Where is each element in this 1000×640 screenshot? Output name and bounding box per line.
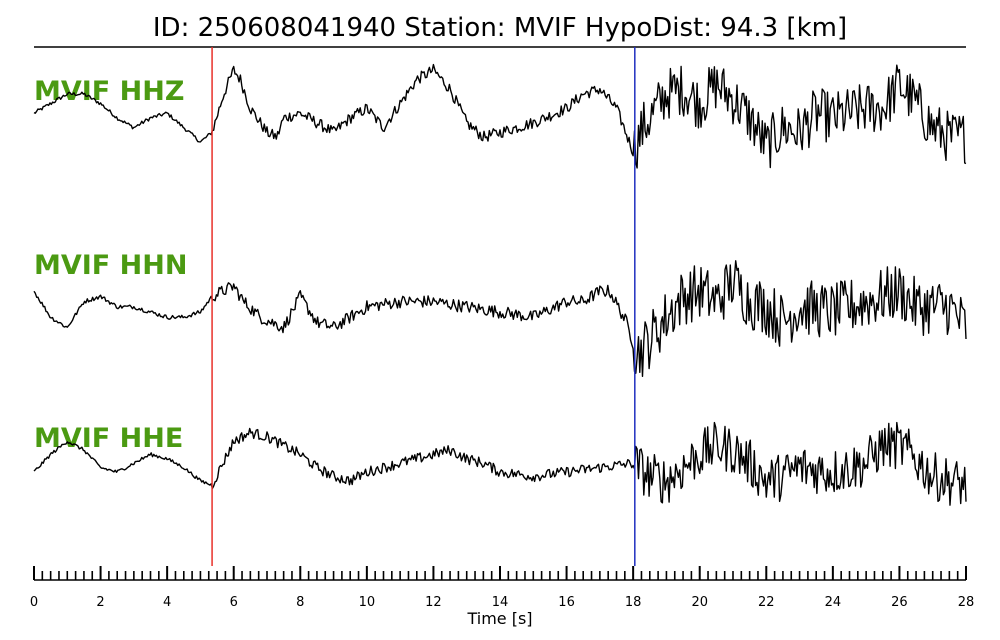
x-tick-label: 12 — [425, 595, 442, 610]
x-tick-label: 8 — [296, 595, 304, 610]
channel-label-hhe: MVIF HHE — [34, 423, 183, 454]
x-tick-label: 10 — [359, 595, 376, 610]
waveform-mvif-hhz — [33, 63, 967, 169]
x-tick-label: 24 — [825, 595, 842, 610]
waveform-mvif-hhe — [33, 421, 967, 506]
phase-markers — [211, 47, 636, 566]
waveform-traces — [33, 63, 967, 506]
channel-labels: MVIF HHZ MVIF HHN MVIF HHE — [34, 76, 187, 454]
x-tick-label: 28 — [958, 595, 975, 610]
x-tick-label: 18 — [625, 595, 642, 610]
x-tick-label: 22 — [758, 595, 775, 610]
channel-label-hhz: MVIF HHZ — [34, 76, 184, 107]
x-tick-label: 0 — [30, 595, 38, 610]
x-tick-label: 2 — [96, 595, 104, 610]
x-tick-label: 26 — [891, 595, 908, 610]
x-axis-label: Time [s] — [466, 609, 532, 628]
x-tick-label: 14 — [492, 595, 509, 610]
time-axis: 0 2 4 6 8 10 12 14 16 18 20 22 24 26 28 — [30, 566, 974, 610]
x-tick-label: 20 — [691, 595, 708, 610]
figure-title: ID: 250608041940 Station: MVIF HypoDist:… — [153, 13, 847, 43]
x-tick-label: 4 — [163, 595, 171, 610]
x-tick-label: 6 — [230, 595, 238, 610]
channel-label-hhn: MVIF HHN — [34, 250, 187, 281]
x-tick-label: 16 — [558, 595, 575, 610]
waveform-mvif-hhn — [33, 260, 967, 377]
